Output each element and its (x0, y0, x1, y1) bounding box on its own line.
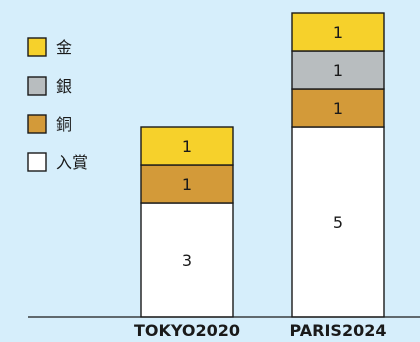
x-tick-label-tokyo2020: TOKYO2020 (134, 321, 240, 340)
legend-label-silver: 銀 (56, 77, 72, 96)
legend-label-gold: 金 (56, 38, 72, 57)
bar-value-label-paris2024-silver: 1 (333, 61, 343, 80)
bar-value-label-tokyo2020-bronze: 1 (182, 175, 192, 194)
legend-swatch-bronze (27, 114, 47, 134)
bar-value-label-paris2024-entry: 5 (333, 213, 343, 232)
legend-swatch-silver (27, 76, 47, 96)
bar-value-label-paris2024-bronze: 1 (333, 99, 343, 118)
legend-swatch-gold (27, 37, 47, 57)
bar-segment-paris2024-bronze (291, 88, 385, 128)
legend-swatch-entry (27, 152, 47, 172)
x-axis-labels: TOKYO2020 PARIS2024 (134, 321, 387, 340)
bar-segment-tokyo2020-entry (140, 202, 234, 318)
x-tick-label-paris2024: PARIS2024 (290, 321, 387, 340)
bar-segment-tokyo2020-gold (140, 126, 234, 166)
legend-label-entry: 入賞 (56, 153, 88, 172)
legend-label-bronze: 銅 (56, 115, 72, 134)
bar-value-label-tokyo2020-gold: 1 (182, 137, 192, 156)
bar-value-label-paris2024-gold: 1 (333, 23, 343, 42)
bar-segment-paris2024-silver (291, 50, 385, 90)
bar-segment-paris2024-entry (291, 126, 385, 318)
bars-group: 3 1 1 5 1 1 1 (140, 12, 385, 318)
bar-value-label-tokyo2020-entry: 3 (182, 251, 192, 270)
bar-segment-paris2024-gold (291, 12, 385, 52)
